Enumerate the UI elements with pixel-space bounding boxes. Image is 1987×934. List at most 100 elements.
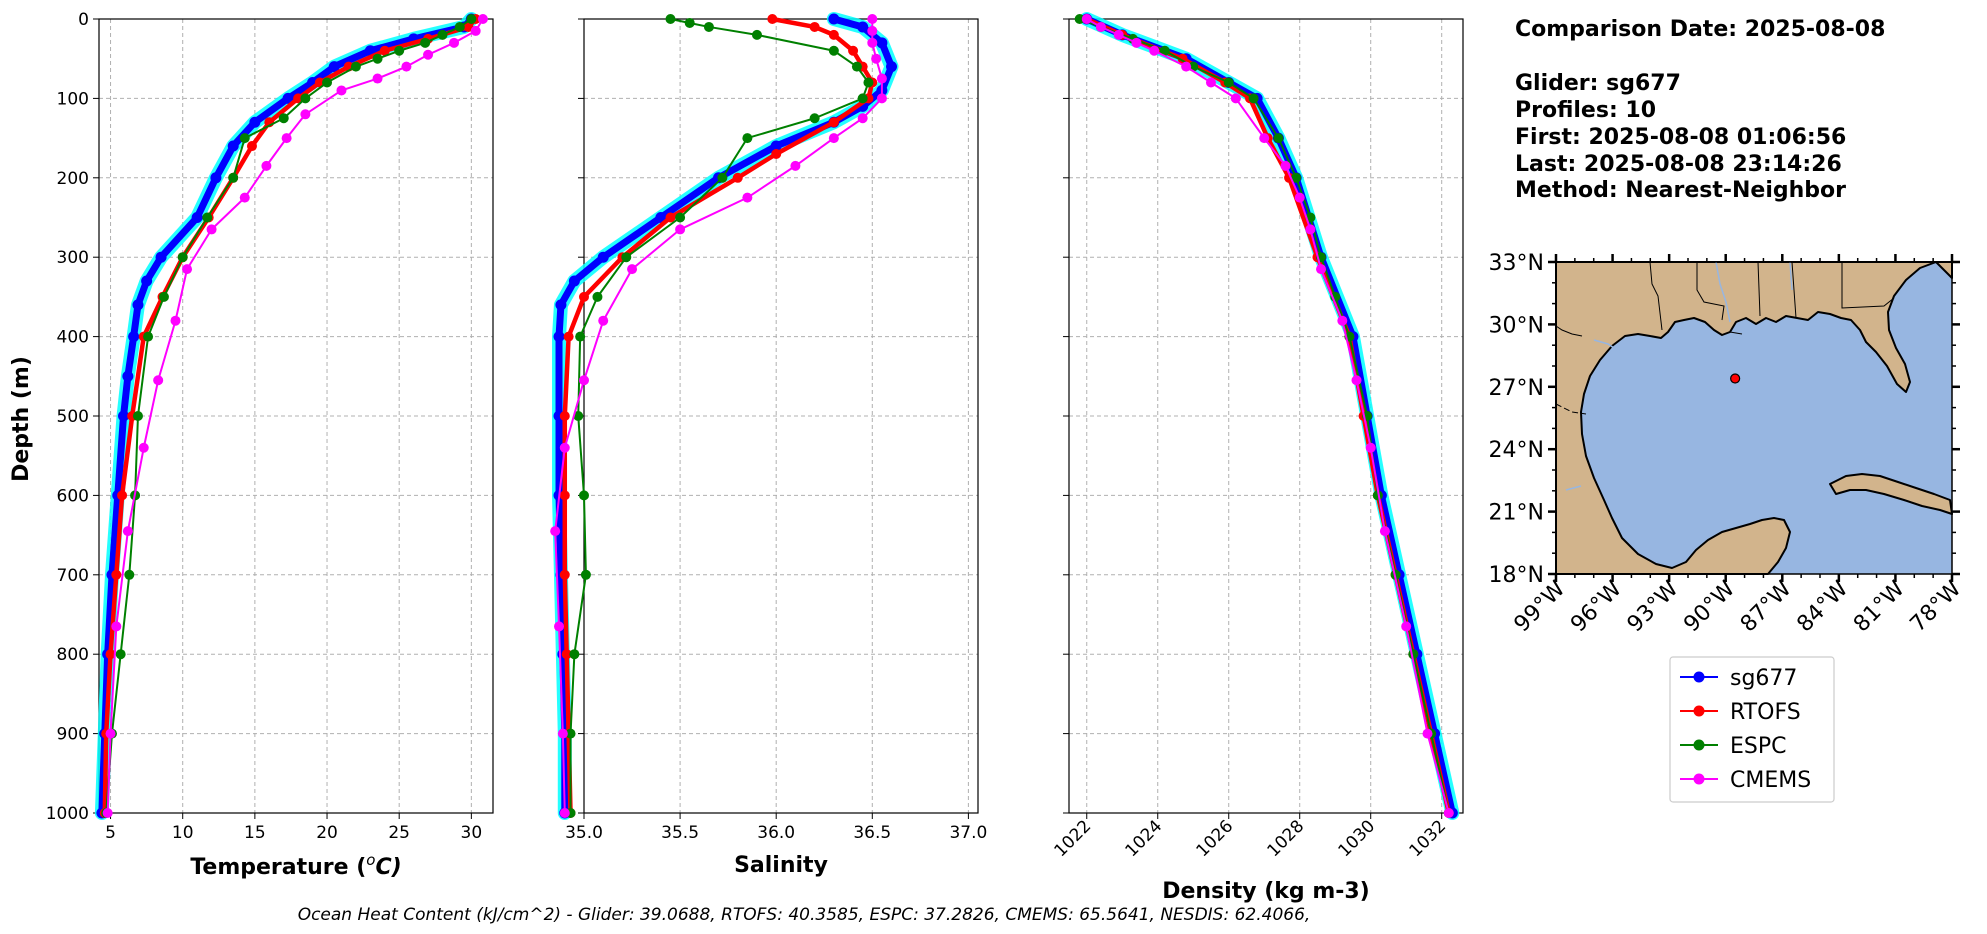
data-point-ESPC bbox=[703, 21, 714, 32]
x-tick-label: 35.5 bbox=[661, 823, 699, 843]
x-tick-label: 20 bbox=[316, 823, 338, 843]
data-point-ESPC bbox=[278, 113, 289, 124]
map-lon-label: 81°W bbox=[1849, 576, 1910, 637]
data-point-CMEMS bbox=[102, 808, 113, 818]
data-point-RTOFS bbox=[809, 21, 820, 32]
data-point-CMEMS bbox=[423, 49, 434, 60]
map-lon-label: 93°W bbox=[1623, 576, 1684, 637]
data-point-ESPC bbox=[592, 291, 603, 302]
data-point-sg677 bbox=[857, 21, 869, 33]
x-tick-label: 1022 bbox=[1051, 816, 1096, 861]
data-point-RTOFS bbox=[563, 331, 574, 342]
data-point-CMEMS bbox=[336, 85, 347, 96]
data-point-CMEMS bbox=[857, 113, 868, 124]
data-point-CMEMS bbox=[1205, 77, 1216, 88]
data-point-ESPC bbox=[575, 331, 586, 342]
data-point-ESPC bbox=[322, 77, 333, 88]
data-point-RTOFS bbox=[111, 569, 122, 580]
data-point-RTOFS bbox=[828, 117, 839, 128]
data-point-ESPC bbox=[1273, 133, 1284, 144]
legend-marker bbox=[1693, 705, 1705, 717]
data-point-sg677 bbox=[555, 299, 567, 311]
data-point-RTOFS bbox=[561, 649, 572, 660]
x-tick-label: 10 bbox=[172, 823, 194, 843]
legend-marker bbox=[1693, 773, 1705, 785]
data-point-CMEMS bbox=[1259, 133, 1270, 144]
y-tick-label: 300 bbox=[57, 248, 89, 268]
data-point-CMEMS bbox=[281, 133, 292, 144]
salinity-axis-title: Salinity bbox=[734, 853, 828, 878]
data-point-CMEMS bbox=[867, 37, 878, 48]
data-point-CMEMS bbox=[742, 192, 753, 203]
x-tick-label: 1032 bbox=[1406, 816, 1451, 861]
legend-box bbox=[1669, 656, 1835, 803]
data-point-ESPC bbox=[124, 569, 135, 580]
data-point-sg677 bbox=[249, 116, 261, 128]
data-point-CMEMS bbox=[871, 53, 882, 64]
data-point-RTOFS bbox=[579, 291, 589, 302]
data-point-ESPC bbox=[1159, 45, 1170, 56]
y-axis-title: Depth (m) bbox=[9, 356, 34, 482]
data-point-ESPC bbox=[202, 212, 213, 223]
data-point-ESPC bbox=[466, 14, 477, 24]
data-point-ESPC bbox=[454, 21, 465, 32]
data-point-CMEMS bbox=[1379, 526, 1390, 537]
data-point-ESPC bbox=[1248, 93, 1259, 104]
data-point-ESPC bbox=[1291, 172, 1302, 183]
data-point-CMEMS bbox=[1081, 14, 1092, 24]
data-point-sg677 bbox=[210, 172, 222, 184]
map-lat-label: 24°N bbox=[1489, 438, 1544, 463]
data-point-CMEMS bbox=[1280, 160, 1291, 171]
data-point-sg677 bbox=[328, 61, 340, 73]
data-point-ESPC bbox=[239, 133, 250, 144]
data-point-RTOFS bbox=[767, 14, 778, 24]
x-tick-label: 36.0 bbox=[757, 823, 795, 843]
data-point-RTOFS bbox=[771, 148, 782, 159]
data-point-ESPC bbox=[132, 411, 143, 421]
data-point-CMEMS bbox=[170, 315, 181, 326]
data-point-RTOFS bbox=[665, 212, 676, 223]
map-lon-label: 87°W bbox=[1736, 576, 1797, 637]
data-point-sg677 bbox=[568, 275, 580, 287]
data-point-ESPC bbox=[372, 53, 383, 64]
data-point-CMEMS bbox=[579, 375, 589, 386]
data-point-ESPC bbox=[177, 252, 188, 263]
x-tick-label: 35.0 bbox=[565, 823, 603, 843]
y-tick-label: 1000 bbox=[46, 804, 89, 824]
data-point-CMEMS bbox=[138, 442, 149, 453]
salinity-panel: 35.0 35.5 36.0 36.5 37.0 bbox=[550, 12, 987, 843]
map-lon-label: 90°W bbox=[1679, 576, 1740, 637]
profile-count: Profiles: 10 bbox=[1515, 98, 1656, 123]
data-point-ESPC bbox=[1074, 14, 1085, 24]
glider-name: Glider: sg677 bbox=[1515, 71, 1681, 96]
data-point-ESPC bbox=[143, 331, 154, 342]
map-frame bbox=[1555, 261, 1953, 575]
series-line-ESPC bbox=[105, 18, 472, 814]
map-lon-label: 78°W bbox=[1906, 576, 1967, 637]
data-point-CMEMS bbox=[449, 37, 460, 48]
data-point-RTOFS bbox=[559, 569, 570, 580]
legend-label: RTOFS bbox=[1730, 700, 1801, 725]
data-point-RTOFS bbox=[379, 45, 390, 56]
x-tick-label: 37.0 bbox=[949, 823, 987, 843]
data-point-sg677 bbox=[128, 331, 140, 343]
map-lat-label: 33°N bbox=[1489, 251, 1544, 276]
data-point-CMEMS bbox=[790, 160, 801, 171]
data-point-sg677 bbox=[227, 140, 239, 152]
data-point-CMEMS bbox=[876, 73, 887, 84]
data-point-ESPC bbox=[1223, 77, 1234, 88]
map-lat-label: 30°N bbox=[1489, 313, 1544, 338]
data-point-CMEMS bbox=[1401, 621, 1412, 632]
data-point-RTOFS bbox=[559, 490, 570, 501]
data-point-CMEMS bbox=[1131, 37, 1142, 48]
data-point-ESPC bbox=[569, 649, 580, 660]
data-point-ESPC bbox=[684, 17, 695, 28]
data-point-sg677 bbox=[282, 92, 294, 104]
data-point-ESPC bbox=[350, 61, 361, 72]
map-land bbox=[1555, 261, 1953, 575]
data-point-CMEMS bbox=[105, 728, 116, 739]
map-state-borders bbox=[1555, 261, 1895, 337]
data-point-CMEMS bbox=[876, 93, 887, 104]
data-point-CMEMS bbox=[153, 375, 164, 386]
data-point-CMEMS bbox=[111, 621, 122, 632]
